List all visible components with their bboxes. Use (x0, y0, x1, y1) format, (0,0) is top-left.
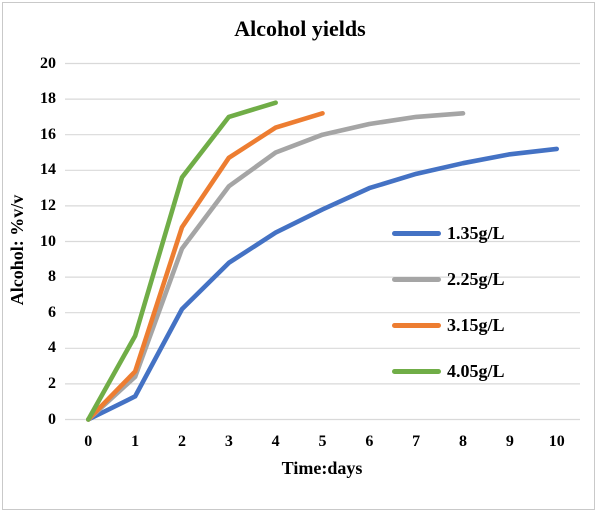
x-axis-title: Time:days (281, 458, 363, 478)
x-tick-label: 4 (271, 433, 280, 450)
series-line-1.35g/L (86, 146, 560, 422)
legend-label: 3.15g/L (447, 314, 505, 335)
x-tick-label: 8 (459, 433, 468, 450)
y-tick-label: 6 (48, 303, 56, 321)
legend-label: 2.25g/L (447, 268, 505, 289)
x-tick-label: 10 (548, 433, 565, 450)
x-tick-label: 7 (412, 433, 421, 450)
legend-item: 1.35g/L (392, 211, 552, 255)
y-tick-label: 12 (40, 196, 56, 214)
legend-label: 1.35g/L (447, 222, 505, 243)
x-tick-label: 2 (177, 433, 186, 450)
legend-line-swatch (392, 276, 441, 282)
legend-item: 4.05g/L (392, 349, 552, 393)
x-tick-label: 6 (365, 433, 374, 450)
chart-title: Alcohol yields (234, 16, 366, 41)
y-tick-label: 18 (40, 90, 56, 108)
legend-line-swatch (392, 368, 441, 374)
legend: 1.35g/L 2.25g/L 3.15g/L 4.05g/L (392, 211, 552, 393)
series-line-3.15g/L (86, 111, 325, 422)
y-tick-label: 16 (40, 125, 56, 143)
x-tick-label: 0 (84, 433, 93, 450)
legend-line-swatch (392, 322, 441, 328)
x-tick-label: 3 (224, 433, 233, 450)
legend-item: 3.15g/L (392, 303, 552, 347)
legend-item: 2.25g/L (392, 257, 552, 301)
x-tick-label: 9 (505, 433, 514, 450)
series-line-2.25g/L (86, 111, 466, 422)
y-tick-label: 8 (48, 268, 56, 286)
y-tick-label: 2 (48, 374, 56, 392)
legend-line-swatch (392, 230, 441, 236)
x-tick-label: 5 (318, 433, 327, 450)
y-tick-label: 0 (48, 410, 56, 428)
y-tick-label: 14 (40, 161, 56, 179)
x-tick-label: 1 (131, 433, 140, 450)
chart-border-frame (2, 2, 595, 510)
legend-label: 4.05g/L (447, 360, 505, 381)
y-tick-label: 10 (40, 232, 56, 250)
y-tick-label: 4 (48, 339, 56, 357)
y-tick-label: 20 (40, 54, 56, 72)
series-line-4.05g/L (86, 100, 278, 422)
